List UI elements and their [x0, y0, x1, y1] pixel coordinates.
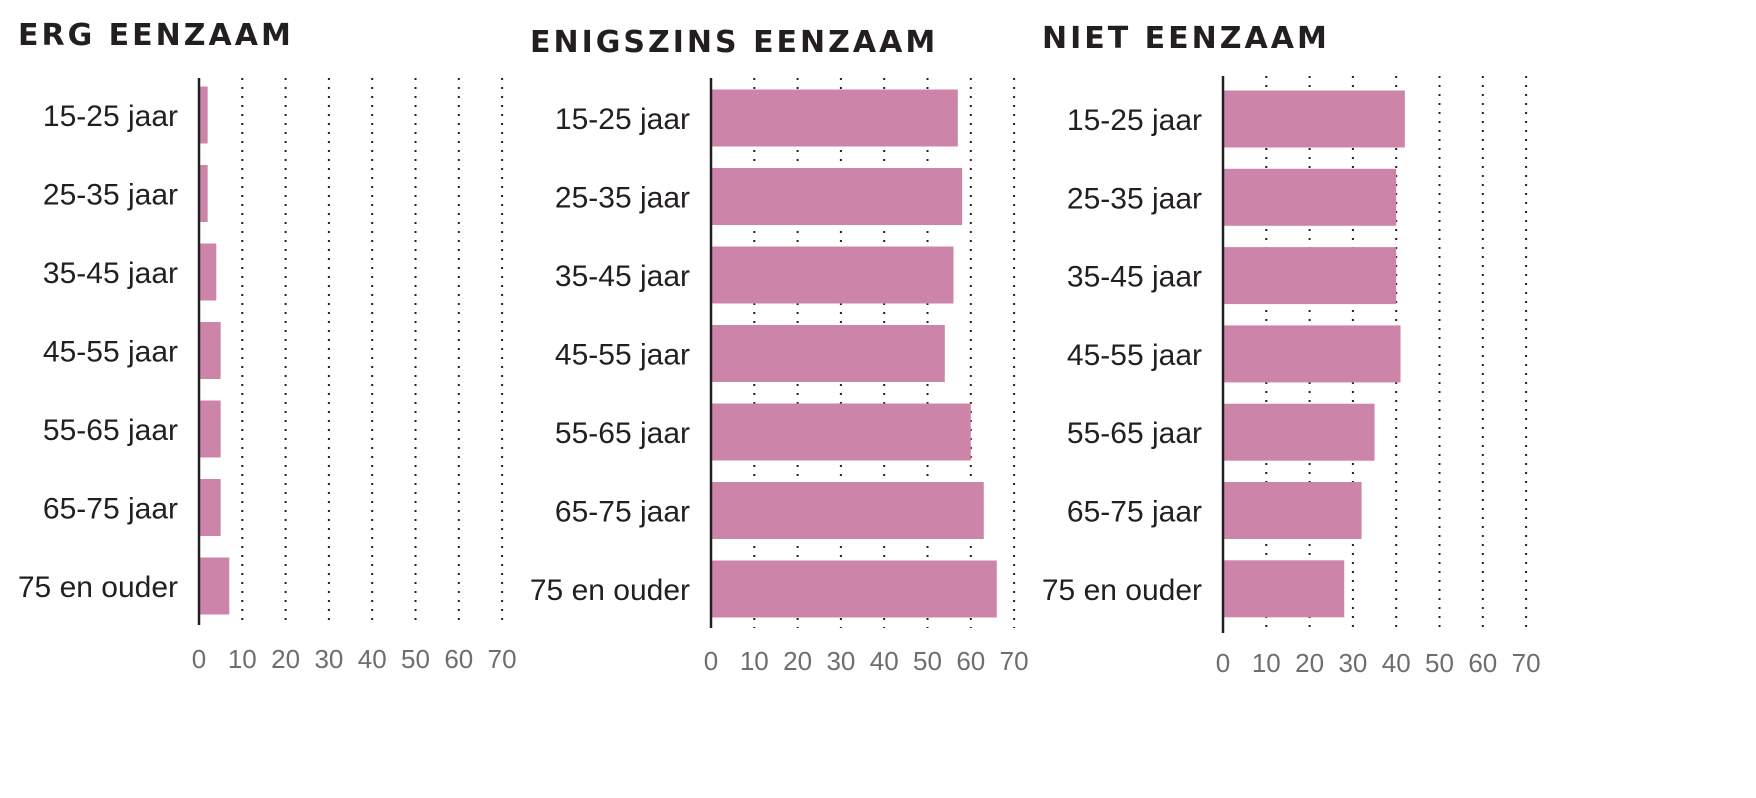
x-tick-label: 50: [1425, 648, 1454, 678]
category-label: 45-55 jaar: [43, 336, 178, 369]
category-label: 35-45 jaar: [555, 260, 690, 293]
x-tick-label: 70: [1512, 648, 1541, 678]
bar: [711, 560, 997, 618]
category-label: 35-45 jaar: [1067, 261, 1202, 294]
x-tick-label: 60: [956, 646, 985, 676]
bar: [199, 86, 208, 144]
category-label: 65-75 jaar: [1067, 496, 1202, 529]
category-label: 45-55 jaar: [555, 339, 690, 372]
bar: [1223, 403, 1375, 461]
bar-chart-svg: 0 10 20 30 40 50 60 70 15-25 jaar 25-35 jaar 35-45…: [18, 78, 517, 674]
x-tick-label: 10: [1252, 648, 1281, 678]
x-tick-label: 40: [1382, 648, 1411, 678]
category-label: 75 en ouder: [1042, 574, 1202, 607]
x-tick-label: 70: [1000, 646, 1029, 676]
category-label: 45-55 jaar: [1067, 339, 1202, 372]
x-tick-label: 50: [913, 646, 942, 676]
x-tick-label: 50: [401, 644, 430, 674]
x-tick-label: 40: [870, 646, 899, 676]
category-label: 15-25 jaar: [43, 100, 178, 133]
bar: [711, 246, 954, 304]
category-label: 65-75 jaar: [555, 496, 690, 529]
bar: [1223, 482, 1362, 539]
bar: [711, 89, 958, 147]
x-tick-label: 0: [704, 646, 718, 676]
bar: [1223, 560, 1345, 618]
category-label: 55-65 jaar: [555, 417, 690, 450]
bar: [1223, 325, 1401, 383]
x-tick-label: 20: [271, 644, 300, 674]
bar: [1223, 247, 1397, 305]
category-label: 55-65 jaar: [43, 414, 178, 447]
category-label: 25-35 jaar: [555, 182, 690, 215]
category-label: 35-45 jaar: [43, 257, 178, 290]
category-label: 75 en ouder: [18, 571, 178, 604]
bar: [711, 482, 984, 539]
bar: [199, 557, 230, 615]
chart-title: NIET EENZAAM: [1042, 21, 1330, 56]
x-tick-label: 30: [1338, 648, 1367, 678]
chart-panel-enigszins-eenzaam: ENIGSZINS EENZAAM 0 10 20 30 40 50 60 70 15-25 j…: [512, 0, 1072, 798]
bar: [711, 168, 963, 225]
x-tick-label: 60: [444, 644, 473, 674]
bar: [199, 165, 208, 222]
x-tick-label: 30: [826, 646, 855, 676]
bar: [199, 243, 217, 301]
x-tick-label: 10: [740, 646, 769, 676]
category-label: 55-65 jaar: [1067, 417, 1202, 450]
x-tick-label: 60: [1468, 648, 1497, 678]
category-label: 65-75 jaar: [43, 493, 178, 526]
x-tick-label: 10: [228, 644, 257, 674]
category-label: 25-35 jaar: [1067, 182, 1202, 215]
category-label: 15-25 jaar: [1067, 104, 1202, 137]
category-label: 15-25 jaar: [555, 103, 690, 136]
x-tick-label: 30: [314, 644, 343, 674]
bar: [1223, 168, 1397, 226]
category-label: 25-35 jaar: [43, 179, 178, 212]
chart-panel-niet-eenzaam: NIET EENZAAM 0 10 20 30 40 50 60 70 15-25 jaar 25…: [1024, 0, 1584, 798]
x-tick-label: 40: [358, 644, 387, 674]
category-label: 75 en ouder: [530, 574, 690, 607]
bar: [199, 322, 221, 379]
chart-panel-erg-eenzaam: ERG EENZAAM 0 10 20 30 40 50 60 70 15-25 jaar 25-…: [0, 0, 560, 798]
chart-title: ERG EENZAAM: [18, 18, 294, 53]
x-tick-label: 0: [192, 644, 206, 674]
bar: [1223, 90, 1405, 148]
chart-title: ENIGSZINS EENZAAM: [530, 25, 939, 60]
bar-chart-svg: 0 10 20 30 40 50 60 70 15-25 jaar 25-35 jaar 35-45…: [530, 78, 1029, 676]
bar: [711, 403, 971, 461]
bar: [711, 325, 945, 382]
bar: [199, 400, 221, 458]
bar: [199, 479, 221, 536]
x-tick-label: 0: [1216, 648, 1230, 678]
bar-chart-svg: 0 10 20 30 40 50 60 70 15-25 jaar 25-35 jaar 35-45…: [1042, 76, 1541, 678]
x-tick-label: 70: [488, 644, 517, 674]
x-tick-label: 20: [783, 646, 812, 676]
x-tick-label: 20: [1295, 648, 1324, 678]
